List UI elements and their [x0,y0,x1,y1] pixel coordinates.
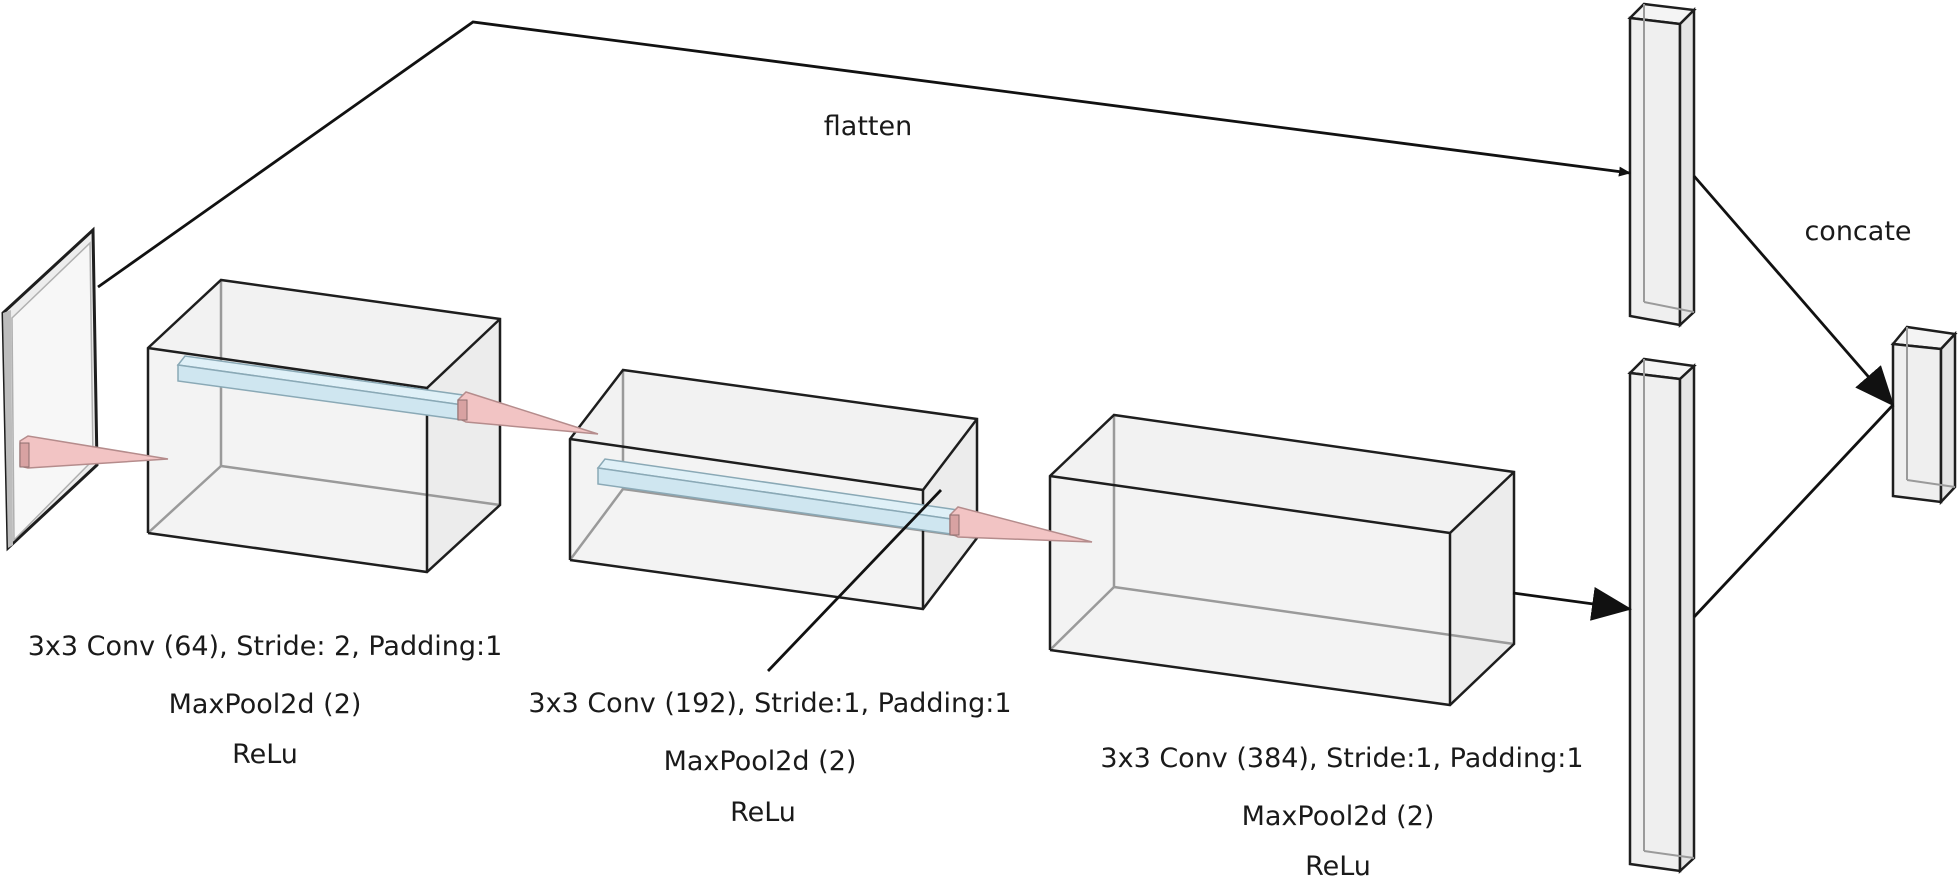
concate-label: concate [1804,216,1911,247]
kernel-cone-input [19,435,169,469]
layer-3-act-label: ReLu [1305,851,1371,882]
layer-1-pool-label: MaxPool2d (2) [169,689,362,720]
kernel-cone-2 [949,506,1093,543]
concat-arrow-bottom [1692,404,1895,618]
feature-volume-3 [1048,413,1516,707]
layer-3-conv-label: 3x3 Conv (384), Stride:1, Padding:1 [1100,743,1583,774]
conv-feature-vector [1627,357,1697,874]
concat-arrow-top [1692,175,1895,407]
layer-2-pool-label: MaxPool2d (2) [664,746,857,777]
layer-1-conv-label: 3x3 Conv (64), Stride: 2, Padding:1 [28,631,503,662]
concat-output-vector [1890,325,1958,506]
layer-3-pool-label: MaxPool2d (2) [1242,801,1435,832]
flatten-arrow [97,20,1631,289]
feature-volume-1 [146,278,502,574]
layer-2-conv-label: 3x3 Conv (192), Stride:1, Padding:1 [528,688,1011,719]
layer-2-leader-line [766,489,943,672]
kernel-cone-1 [457,391,599,435]
conv-output-arrow [1512,587,1632,621]
layer-1-act-label: ReLu [232,739,298,770]
flatten-label: flatten [824,111,912,142]
flatten-vector [1627,2,1697,328]
input-image [1,226,99,552]
layer-2-act-label: ReLu [730,797,796,828]
